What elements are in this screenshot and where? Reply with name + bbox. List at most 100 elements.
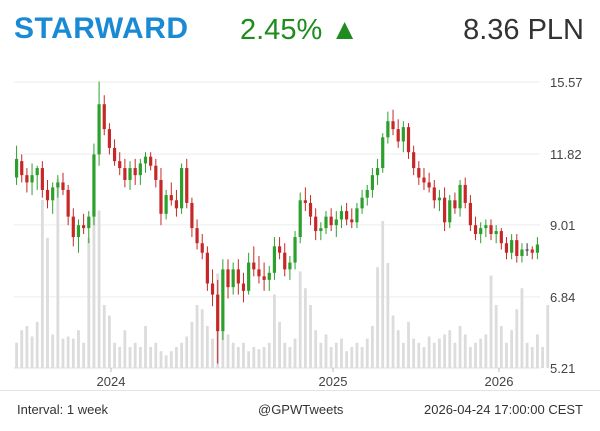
- candle-body: [510, 240, 514, 253]
- candle: [427, 172, 431, 193]
- volume-bar: [412, 338, 416, 368]
- change-percent: 2.45%: [240, 14, 323, 46]
- candle: [128, 161, 132, 190]
- candle: [247, 252, 251, 295]
- candle-body: [401, 127, 405, 142]
- candle: [463, 177, 467, 209]
- volume-bar: [448, 330, 452, 368]
- candle: [30, 163, 34, 196]
- candle: [252, 246, 256, 277]
- candle: [138, 158, 142, 185]
- candlestick-chart: 15.57 11.82 9.01 6.84 5.21 2024 2025 2026: [14, 75, 583, 389]
- volume-bar: [484, 334, 488, 368]
- candle-body: [71, 216, 75, 238]
- candle: [231, 262, 235, 295]
- candle: [499, 228, 503, 250]
- volume-bar: [293, 338, 297, 368]
- candle-body: [329, 216, 333, 226]
- candle: [112, 139, 117, 166]
- volume-bar: [51, 334, 55, 368]
- volume-bar: [350, 347, 354, 368]
- volume-bar: [123, 330, 127, 368]
- x-axis: 2024 2025 2026: [97, 368, 513, 389]
- volume-bar: [334, 342, 338, 368]
- volume-bar: [479, 338, 483, 368]
- candle-body: [396, 129, 400, 142]
- candle: [35, 165, 39, 190]
- candle-body: [499, 231, 503, 244]
- volume-bar: [432, 342, 436, 368]
- volume-bar: [40, 200, 44, 368]
- candle: [298, 192, 302, 244]
- candle: [241, 272, 246, 303]
- candle-body: [112, 147, 117, 162]
- candle-body: [164, 195, 168, 214]
- candle: [484, 219, 488, 238]
- candle: [20, 154, 24, 183]
- candle: [82, 213, 86, 235]
- candle-body: [489, 225, 493, 235]
- volume-bar: [381, 221, 385, 368]
- volume-bar: [536, 334, 539, 368]
- candle-body: [298, 200, 302, 238]
- candle-body: [247, 262, 251, 291]
- volume-bar: [138, 347, 142, 368]
- volume-bar: [541, 347, 544, 368]
- candle-body: [205, 252, 209, 284]
- volume-bar: [102, 305, 106, 368]
- volume-bar: [144, 326, 147, 368]
- candle-body: [149, 156, 153, 166]
- candle: [262, 262, 266, 291]
- last-price: 8.36 PLN: [463, 14, 584, 46]
- candle: [345, 202, 349, 226]
- candle: [149, 152, 153, 171]
- volume-bar: [185, 336, 189, 368]
- volume-bar: [458, 326, 462, 368]
- candle-body: [56, 182, 60, 188]
- volume-bar: [56, 179, 60, 368]
- volume-bar: [489, 275, 493, 368]
- candle-body: [303, 200, 307, 203]
- volume-bar: [443, 334, 446, 368]
- candle: [92, 143, 96, 226]
- candle-body: [241, 283, 246, 291]
- candle: [226, 259, 230, 299]
- candle-body: [45, 189, 50, 201]
- candle-body: [535, 244, 540, 253]
- candle-body: [40, 168, 44, 190]
- candle: [453, 192, 457, 214]
- volume-bar: [61, 338, 65, 368]
- volume-bar: [515, 309, 519, 368]
- candle-body: [102, 104, 106, 130]
- candle: [386, 111, 390, 144]
- candles: [14, 81, 540, 364]
- y-tick-label: 6.84: [550, 290, 575, 305]
- candle-body: [262, 276, 266, 280]
- volume-bar: [247, 351, 251, 368]
- volume-bar: [77, 330, 80, 368]
- candle: [350, 208, 354, 229]
- candle-body: [200, 243, 204, 253]
- volume-bar: [252, 347, 256, 368]
- candle: [210, 269, 215, 307]
- volume-bar: [30, 336, 34, 368]
- candle: [406, 123, 411, 159]
- volume-bar: [113, 342, 116, 368]
- candle: [185, 158, 189, 209]
- candle-body: [210, 283, 215, 295]
- ticker-symbol: STARWARD: [14, 12, 189, 45]
- candle-body: [195, 228, 199, 244]
- candle-body: [20, 161, 24, 176]
- candle: [102, 95, 106, 136]
- candle: [283, 243, 287, 277]
- candle-body: [530, 249, 534, 253]
- volume-bar: [376, 267, 379, 368]
- volume-bar: [257, 349, 261, 368]
- candle-body: [169, 195, 173, 201]
- volume-bar: [474, 342, 477, 368]
- candle-body: [288, 262, 292, 270]
- candle-body: [391, 121, 395, 130]
- candle: [381, 133, 385, 173]
- candle-body: [484, 225, 488, 229]
- candle: [370, 168, 375, 198]
